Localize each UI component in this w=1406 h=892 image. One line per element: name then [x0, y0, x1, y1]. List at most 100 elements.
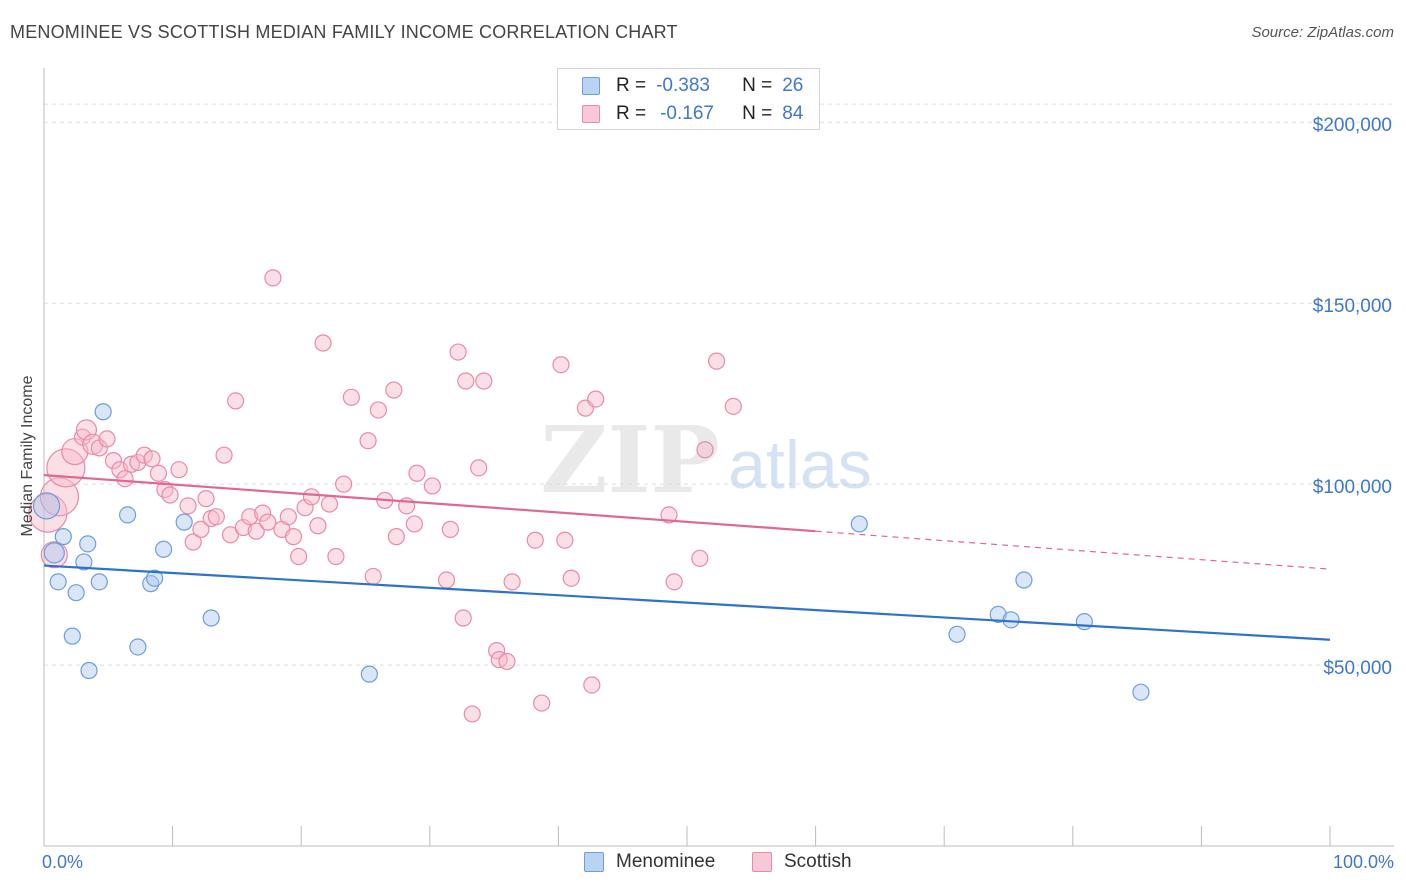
menominee-point: [202, 609, 220, 627]
scottish-point: [665, 573, 683, 591]
legend-n-value: 84: [782, 103, 804, 124]
legend-n-label: N =: [742, 75, 773, 96]
menominee-point: [989, 605, 1007, 624]
legend-r-value: -0.167: [660, 103, 714, 124]
legend-r-label: R =: [616, 75, 647, 96]
scottish-point: [724, 397, 742, 415]
menominee-swatch: [582, 77, 600, 95]
scottish-point: [552, 356, 570, 374]
menominee-point: [154, 540, 173, 558]
scottish-point: [302, 488, 321, 506]
scottish-point: [247, 522, 265, 540]
scottish-point: [387, 528, 405, 546]
scottish-point: [284, 528, 303, 546]
scottish-point: [264, 269, 282, 287]
scottish-point: [587, 390, 605, 408]
menominee-point: [175, 513, 193, 531]
scottish-point: [385, 381, 403, 399]
scottish-point: [691, 549, 709, 567]
scottish-point: [179, 497, 197, 515]
menominee-point: [80, 661, 98, 680]
scottish-points: [28, 269, 742, 723]
scottish-point: [562, 569, 580, 587]
watermark-atlas: atlas: [728, 427, 872, 503]
scottish-point: [449, 343, 467, 361]
menominee-point: [850, 515, 868, 533]
scottish-point: [437, 571, 456, 589]
scottish-point: [227, 392, 245, 410]
scottish-point: [296, 499, 314, 517]
scottish-point: [369, 401, 387, 419]
scottish-point: [234, 518, 252, 537]
watermark: ZIP atlas: [540, 406, 872, 514]
menominee-point: [63, 627, 81, 645]
legend-r-label: R =: [616, 103, 647, 124]
scottish-point: [116, 470, 134, 488]
scottish-point: [583, 676, 601, 694]
menominee-point: [1002, 611, 1020, 629]
scottish-point: [161, 486, 179, 504]
scottish-point: [498, 652, 516, 671]
scottish-point: [405, 515, 423, 533]
scottish-point: [279, 508, 297, 526]
scottish-point: [660, 506, 678, 524]
legend-item-menominee: Menominee: [584, 851, 715, 873]
menominee-point: [49, 573, 67, 591]
scottish-point: [170, 461, 188, 479]
menominee-legend-swatch: [584, 852, 604, 872]
menominee-point: [90, 573, 108, 591]
scottish-point: [503, 573, 521, 591]
y-tick-label: $100,000: [1312, 477, 1392, 499]
gridlines: [44, 103, 1394, 666]
scottish-point: [314, 334, 332, 352]
scottish-point: [342, 388, 360, 406]
y-tick-label: $50,000: [1323, 658, 1392, 680]
menominee-point: [948, 625, 966, 643]
menominee-point: [129, 638, 147, 656]
scottish-point: [143, 450, 161, 468]
scottish-point: [475, 372, 493, 390]
scottish-point: [526, 531, 544, 549]
scottish-point: [454, 609, 472, 627]
scottish-point: [39, 477, 80, 517]
y-axis-label: Median Family Income: [19, 375, 36, 537]
scottish-point: [309, 517, 327, 535]
scottish-point: [463, 705, 481, 723]
scottish-trend-extension: [815, 530, 1331, 570]
trend-lines: [43, 473, 1331, 641]
scottish-point: [290, 547, 308, 566]
legend-n-label: N =: [742, 103, 773, 124]
legend-row-scottish: R = -0.167 N = 84: [582, 100, 803, 128]
scottish-point: [28, 493, 68, 533]
menominee-point: [118, 506, 137, 524]
scottish-point: [207, 508, 225, 526]
watermark-zip: ZIP: [540, 406, 719, 514]
menominee-point: [1075, 613, 1093, 631]
scottish-point: [441, 520, 459, 538]
y-tick-label: $200,000: [1312, 115, 1392, 137]
legend-item-scottish: Scottish: [752, 851, 852, 873]
menominee-point: [360, 665, 378, 683]
menominee-point: [43, 542, 65, 564]
scottish-point: [556, 531, 574, 549]
scottish-point: [327, 547, 345, 566]
chart-title: MENOMINEE VS SCOTTISH MEDIAN FAMILY INCO…: [10, 22, 678, 42]
scottish-point: [192, 520, 210, 538]
scottish-point: [457, 372, 475, 390]
scottish-point: [259, 513, 277, 531]
scottish-point: [197, 490, 215, 508]
menominee-legend-label: Menominee: [616, 851, 716, 872]
scottish-point: [423, 477, 441, 495]
scottish-point: [241, 508, 259, 526]
scottish-point: [82, 433, 104, 455]
menominee-point: [67, 584, 85, 602]
x-tick-max: 100.0%: [1332, 852, 1394, 872]
menominee-points: [32, 403, 1150, 701]
scottish-legend-swatch: [752, 852, 772, 872]
scottish-legend-label: Scottish: [784, 851, 852, 872]
scottish-point: [129, 453, 147, 472]
scottish-point: [408, 464, 426, 482]
scottish-point: [104, 452, 123, 470]
scottish-point: [215, 446, 233, 464]
